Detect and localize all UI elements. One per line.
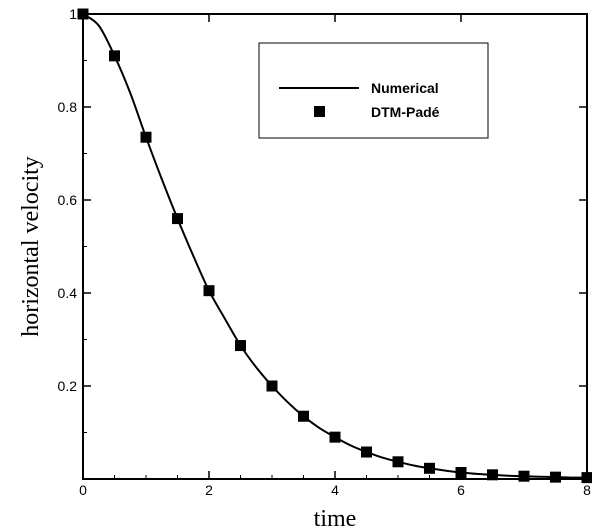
x-tick-label: 2 — [205, 482, 213, 498]
data-point-dtm-pade — [361, 446, 372, 458]
data-point-dtm-pade — [581, 472, 592, 484]
data-point-dtm-pade — [550, 471, 561, 483]
data-point-dtm-pade — [298, 410, 309, 422]
data-point-dtm-pade — [140, 131, 152, 143]
data-point-dtm-pade — [109, 50, 120, 62]
legend-label-numerical: Numerical — [371, 80, 439, 96]
data-point-dtm-pade — [455, 466, 467, 478]
y-tick-label: 0.6 — [58, 192, 78, 208]
y-axis-ticks: 0.2 0.4 0.6 0.8 1 — [58, 6, 587, 433]
legend-marker-sample — [314, 106, 325, 117]
data-point-dtm-pade — [329, 431, 341, 443]
y-tick-label: 0.4 — [58, 285, 78, 301]
legend-box — [258, 42, 489, 139]
x-axis-label: time — [314, 506, 357, 531]
data-point-dtm-pade — [392, 456, 404, 468]
x-tick-label: 0 — [79, 482, 87, 498]
x-tick-label: 6 — [457, 482, 465, 498]
data-point-dtm-pade — [266, 380, 278, 392]
legend: Numerical DTM-Padé — [258, 42, 489, 139]
data-point-dtm-pade — [235, 340, 246, 352]
series-layer — [77, 8, 592, 484]
data-point-dtm-pade — [77, 8, 89, 20]
y-axis-label: horizontal velocity — [18, 156, 44, 337]
data-point-dtm-pade — [487, 469, 498, 481]
y-tick-label: 1 — [69, 6, 77, 22]
y-tick-label: 0.8 — [58, 99, 78, 115]
data-point-dtm-pade — [518, 470, 530, 482]
y-tick-label: 0.2 — [58, 378, 78, 394]
x-tick-label: 8 — [583, 482, 591, 498]
data-point-dtm-pade — [203, 285, 215, 297]
legend-label-dtm-pade: DTM-Padé — [371, 104, 440, 120]
x-tick-label: 4 — [331, 482, 339, 498]
data-point-dtm-pade — [172, 213, 183, 225]
data-point-dtm-pade — [424, 462, 435, 474]
